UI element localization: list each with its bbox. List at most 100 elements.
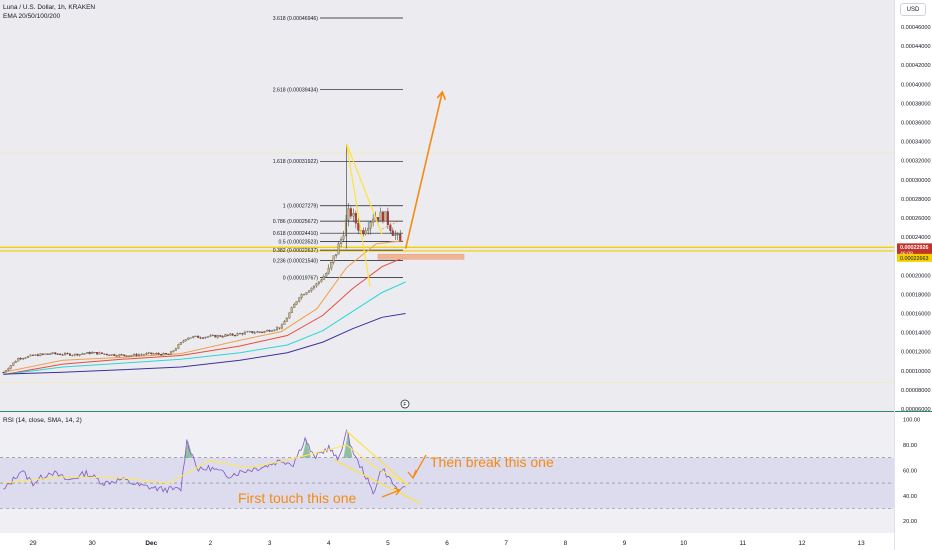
candle[interactable] [22,357,25,361]
candle[interactable] [253,330,256,335]
candle[interactable] [199,336,202,340]
candle[interactable] [396,232,399,241]
candle[interactable] [137,353,141,357]
candle[interactable] [229,332,232,336]
candle[interactable] [36,353,39,357]
candle[interactable] [384,211,387,222]
candle[interactable] [147,351,150,355]
candle[interactable] [29,354,32,357]
time-axis[interactable]: 29 30 Dec 2 3 4 5 6 7 8 9 10 11 12 13 [29,540,865,547]
candle[interactable] [12,362,15,367]
candle[interactable] [105,353,108,356]
candle[interactable] [177,343,180,350]
candle[interactable] [231,333,234,337]
candle[interactable] [145,352,148,356]
candle[interactable] [135,352,138,357]
candle[interactable] [320,278,323,283]
candle[interactable] [211,333,214,337]
candle[interactable] [236,332,239,337]
candle[interactable] [357,218,360,235]
candle[interactable] [7,367,10,372]
candle[interactable] [266,329,269,332]
candle[interactable] [305,292,308,295]
candle[interactable] [192,335,195,339]
candle[interactable] [54,352,57,355]
current-price-tag[interactable] [897,243,932,258]
candle[interactable] [354,210,357,229]
candle[interactable] [330,261,333,271]
candle[interactable] [226,334,229,337]
candle[interactable] [275,325,279,332]
rsi-indicator-label[interactable]: RSI (14, close, SMA, 14, 2) [3,417,82,424]
candle[interactable] [27,355,30,358]
candle[interactable] [157,352,160,356]
candle[interactable] [68,353,71,356]
candle[interactable] [399,229,402,241]
candle[interactable] [187,337,190,341]
candle[interactable] [303,293,306,296]
candle[interactable] [300,293,303,300]
candle[interactable] [123,354,126,357]
candle[interactable] [66,352,69,355]
candle[interactable] [325,272,328,277]
price-axis[interactable]: 0.00046000 0.00044000 0.00042000 0.00040000… [894,0,932,550]
candle[interactable] [81,352,84,355]
candle[interactable] [332,255,335,265]
candle[interactable] [340,236,343,247]
candle[interactable] [83,353,86,355]
support-price-tag[interactable] [897,253,932,262]
candle[interactable] [261,331,264,334]
candle[interactable] [24,357,27,359]
candle[interactable] [271,329,274,332]
ema-indicator-label[interactable]: EMA 20/50/100/200 [3,13,61,20]
candle[interactable] [288,312,291,319]
candle[interactable] [2,371,5,374]
candle[interactable] [19,357,22,361]
candle[interactable] [4,369,7,373]
candle[interactable] [243,330,246,335]
event-marker-icon[interactable] [400,399,410,409]
candle[interactable] [182,339,185,344]
candle[interactable] [100,352,104,355]
candle[interactable] [130,354,133,357]
candle[interactable] [315,282,318,288]
candle[interactable] [152,352,155,355]
candle[interactable] [150,352,153,356]
candle[interactable] [308,290,311,293]
candle[interactable] [206,336,210,338]
rsi-axis[interactable]: 100.00 80.00 60.00 40.00 20.00 [903,418,920,526]
candle[interactable] [133,353,136,356]
candle[interactable] [78,353,81,357]
candle[interactable] [96,352,99,355]
currency-button[interactable]: USD [900,3,926,16]
candle[interactable] [118,354,121,358]
candle[interactable] [49,352,52,355]
candle[interactable] [31,354,35,356]
candle[interactable] [179,342,182,346]
candle[interactable] [160,353,163,356]
candle[interactable] [165,352,168,355]
candle[interactable] [337,241,340,255]
candle[interactable] [381,210,384,224]
candle[interactable] [367,221,370,235]
candle[interactable] [352,208,355,223]
candle[interactable] [73,353,76,357]
candle[interactable] [317,281,320,286]
candle[interactable] [155,352,158,355]
candle[interactable] [224,333,227,338]
candle[interactable] [386,207,389,229]
candle[interactable] [44,353,47,355]
candle[interactable] [221,335,224,338]
candle[interactable] [9,365,12,370]
candle[interactable] [197,335,200,338]
candle[interactable] [342,230,345,242]
candle[interactable] [372,214,375,227]
candle[interactable] [71,354,74,357]
candle[interactable] [391,227,394,236]
candle[interactable] [140,353,143,356]
candle[interactable] [41,353,44,356]
candle[interactable] [256,330,259,333]
candle[interactable] [169,350,173,355]
candle[interactable] [280,323,283,330]
